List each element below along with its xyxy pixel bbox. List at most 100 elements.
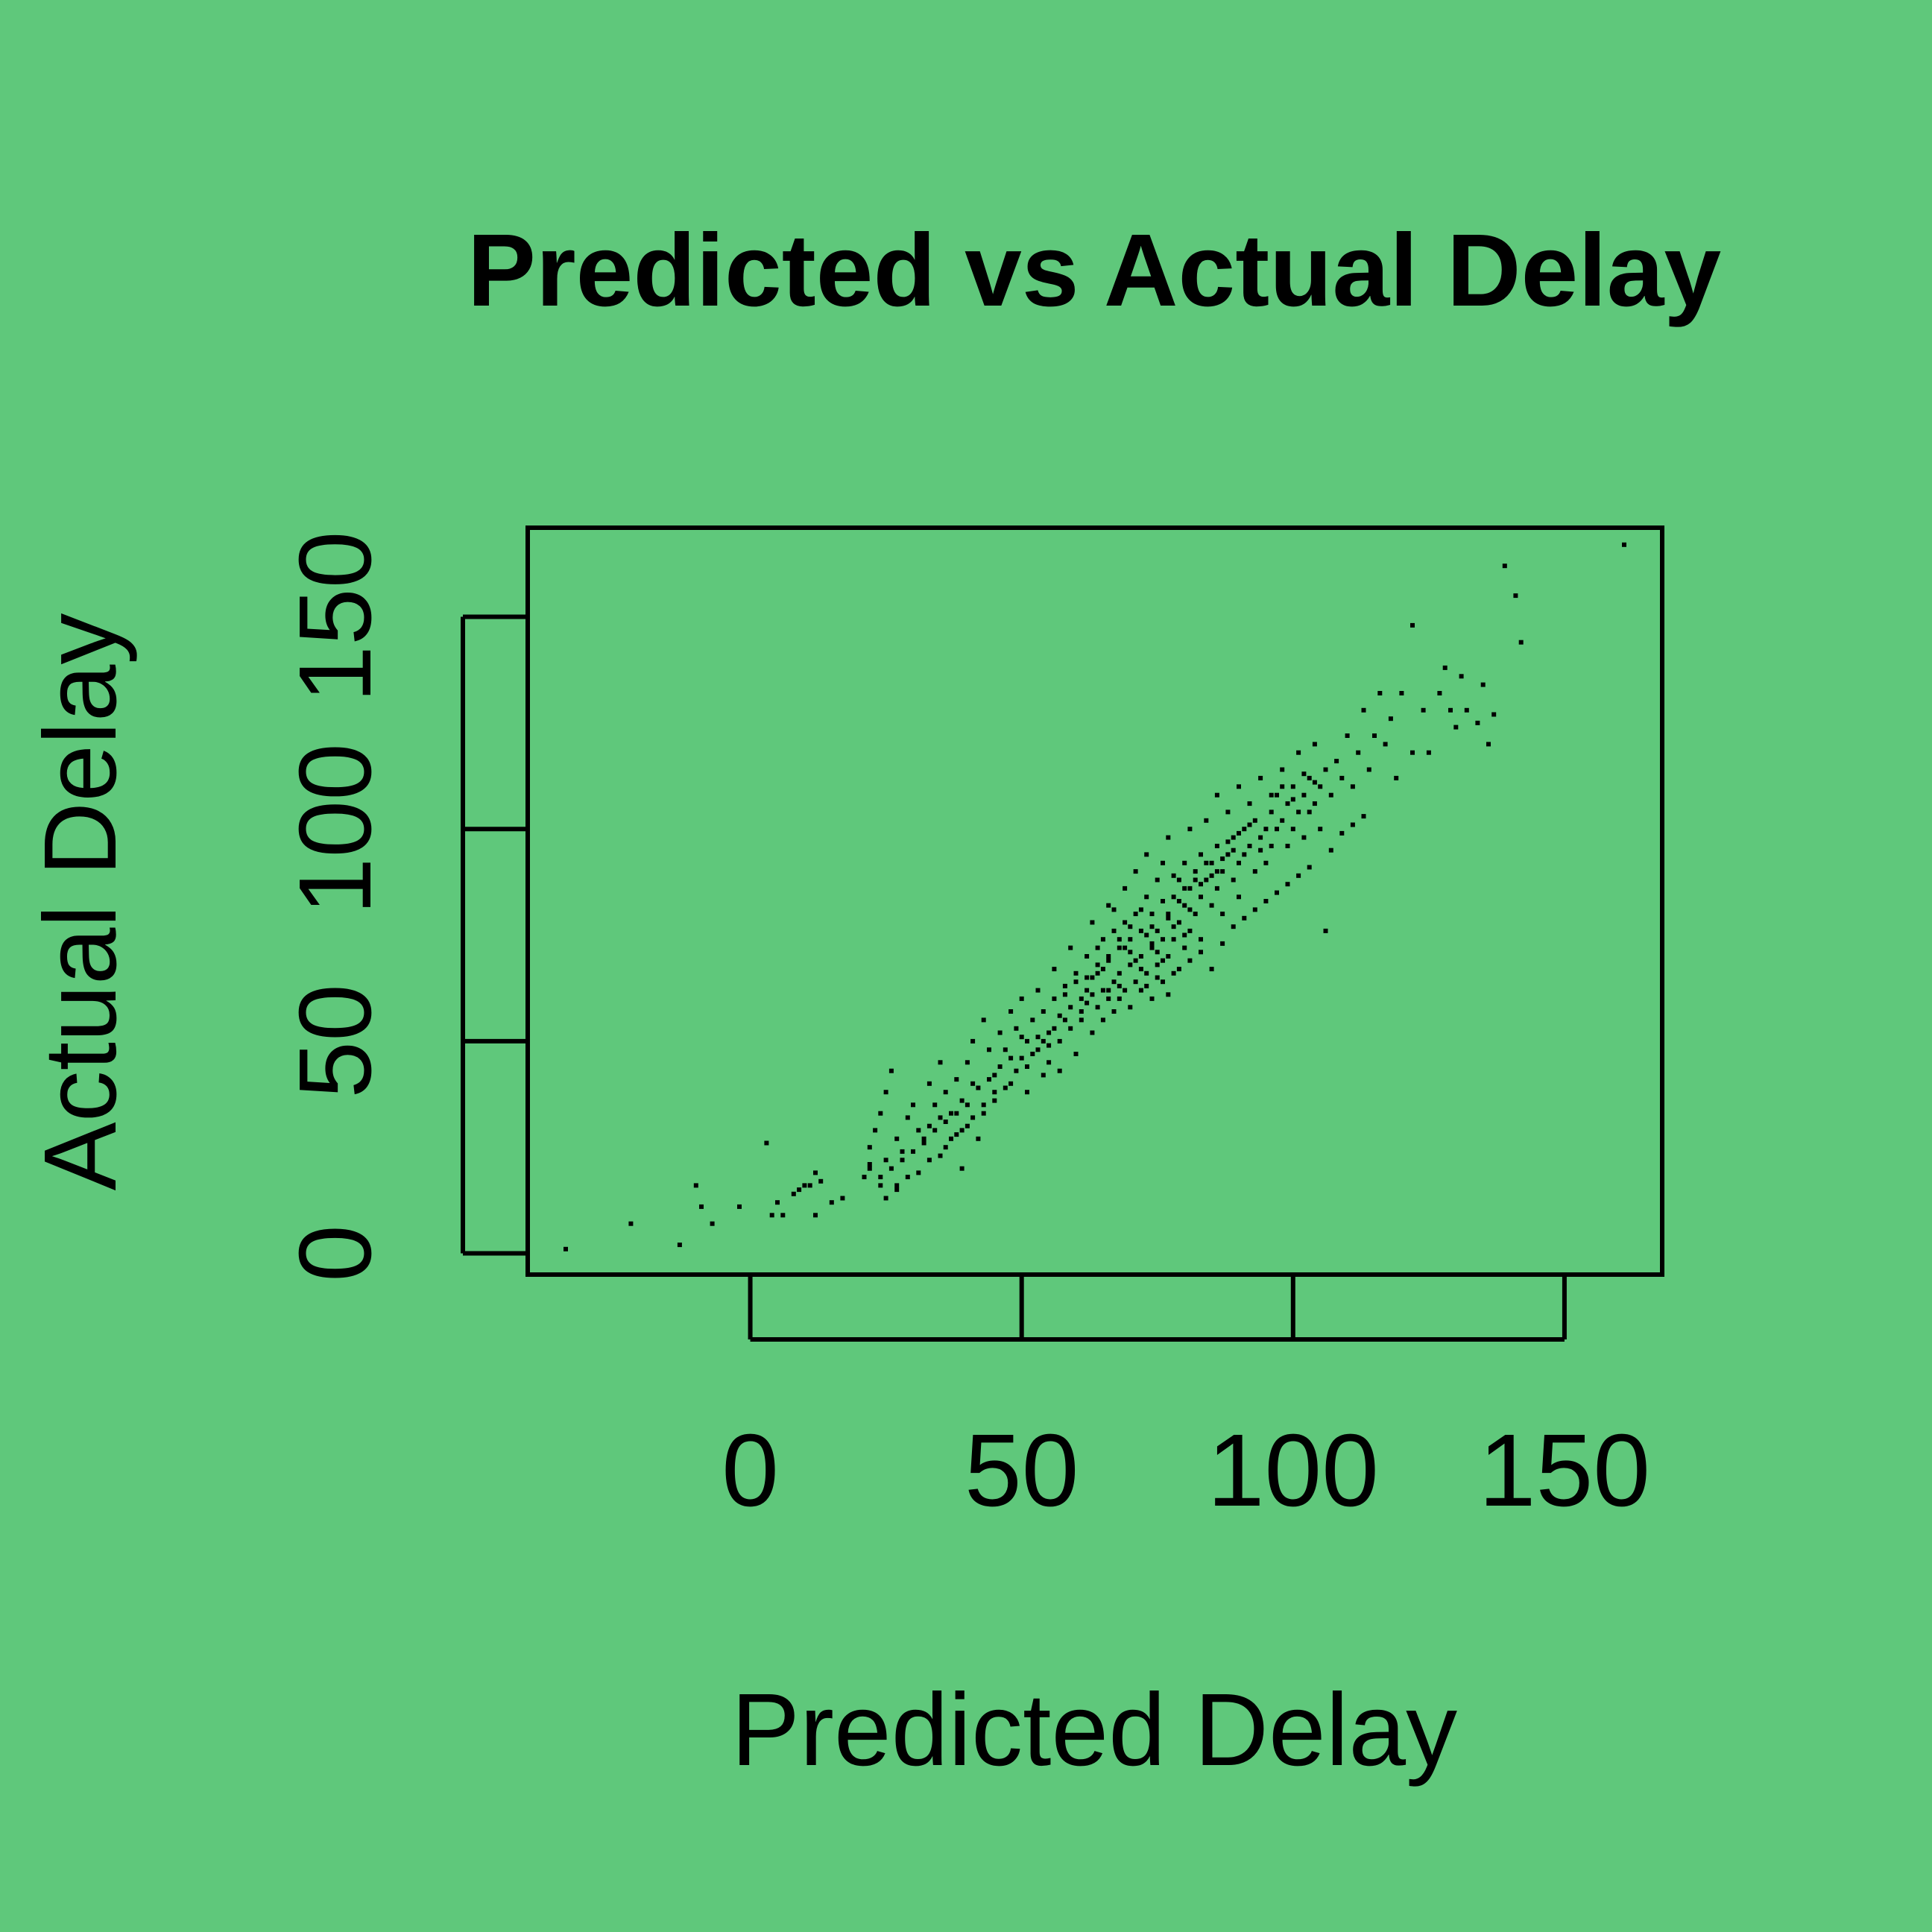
- data-point: [976, 1085, 981, 1090]
- x-tick-label: 0: [722, 1413, 779, 1528]
- data-point: [894, 1187, 900, 1193]
- plot-frame: [525, 525, 1664, 1277]
- data-point: [987, 1077, 991, 1082]
- data-point: [1085, 988, 1090, 993]
- data-point: [1242, 827, 1247, 832]
- data-point: [1199, 894, 1203, 900]
- data-point: [888, 1068, 894, 1073]
- data-point: [1106, 988, 1111, 993]
- data-point: [1155, 962, 1160, 967]
- data-point: [1073, 1052, 1079, 1056]
- data-point: [1095, 1005, 1100, 1010]
- data-point: [965, 1060, 970, 1065]
- data-point: [1301, 771, 1307, 777]
- data-point: [916, 1128, 921, 1133]
- data-point: [1073, 979, 1079, 985]
- data-point: [1138, 988, 1143, 993]
- data-point: [1247, 822, 1252, 827]
- data-point: [992, 1073, 997, 1078]
- data-point: [1193, 912, 1198, 917]
- data-point: [1155, 877, 1160, 883]
- data-point: [1090, 975, 1095, 980]
- data-point: [1459, 674, 1464, 679]
- data-point: [981, 1017, 986, 1023]
- data-point: [1269, 844, 1274, 848]
- data-point: [1008, 1081, 1014, 1086]
- data-point: [997, 1064, 1003, 1069]
- data-point: [1155, 928, 1160, 933]
- data-point: [1123, 988, 1128, 993]
- data-point: [1269, 792, 1274, 798]
- data-point: [1307, 809, 1312, 815]
- data-point: [1437, 691, 1442, 695]
- data-point: [1079, 1009, 1084, 1014]
- chart-title: Predicted vs Actual Delay: [467, 213, 1722, 328]
- y-tick-label: 0: [278, 1225, 393, 1282]
- data-point: [1275, 792, 1279, 798]
- data-point: [954, 1132, 959, 1137]
- data-point: [1513, 593, 1518, 599]
- data-point: [959, 1166, 965, 1171]
- data-point: [1199, 852, 1203, 857]
- data-point: [1410, 750, 1415, 755]
- data-point: [1182, 932, 1187, 938]
- data-point: [1155, 975, 1160, 980]
- data-point: [1062, 992, 1067, 997]
- points-layer: [564, 542, 1626, 1251]
- data-point: [1095, 945, 1100, 950]
- data-point: [894, 1183, 900, 1188]
- data-point: [1323, 928, 1328, 933]
- data-point: [1339, 775, 1345, 780]
- x-axis: 0 50 100 150: [722, 1275, 1650, 1528]
- data-point: [1263, 827, 1269, 832]
- data-point: [1003, 1085, 1008, 1090]
- data-point: [987, 1047, 991, 1052]
- data-point: [1133, 912, 1138, 917]
- data-point: [905, 1115, 910, 1120]
- data-point: [1187, 928, 1193, 933]
- data-point: [959, 1098, 965, 1103]
- data-point: [1464, 707, 1469, 713]
- data-point: [1220, 856, 1225, 862]
- y-axis: 0 50 100 150: [278, 531, 528, 1282]
- data-point: [938, 1115, 943, 1120]
- data-point: [737, 1204, 742, 1209]
- data-point: [1209, 967, 1214, 972]
- data-point: [1323, 767, 1328, 772]
- data-point: [1258, 835, 1263, 840]
- data-point: [1019, 1035, 1024, 1040]
- data-point: [1366, 767, 1371, 772]
- data-point: [1231, 835, 1236, 840]
- data-point: [1214, 792, 1219, 798]
- data-point: [1290, 784, 1295, 789]
- data-point: [1339, 830, 1345, 836]
- data-point: [1138, 967, 1143, 972]
- data-point: [1225, 839, 1231, 845]
- data-point: [1356, 750, 1361, 755]
- data-point: [1237, 860, 1241, 865]
- data-point: [1231, 924, 1236, 929]
- data-point: [1372, 733, 1377, 738]
- data-point: [1085, 975, 1090, 980]
- data-point: [965, 1123, 970, 1128]
- data-point: [1247, 844, 1252, 848]
- data-point: [926, 1081, 932, 1086]
- data-point: [1187, 907, 1193, 912]
- data-point: [1209, 860, 1214, 865]
- data-point: [780, 1213, 786, 1218]
- data-point: [1318, 784, 1323, 789]
- data-point: [938, 1060, 943, 1065]
- data-point: [954, 1077, 959, 1082]
- data-point: [1290, 797, 1295, 802]
- data-point: [1199, 882, 1203, 887]
- data-point: [1128, 924, 1133, 929]
- data-point: [1280, 784, 1285, 789]
- data-point: [1123, 920, 1128, 925]
- data-point: [1296, 873, 1301, 878]
- data-point: [829, 1200, 834, 1205]
- data-point: [1068, 1005, 1073, 1010]
- data-point: [981, 1111, 986, 1116]
- data-point: [1187, 886, 1193, 891]
- data-point: [921, 1140, 926, 1146]
